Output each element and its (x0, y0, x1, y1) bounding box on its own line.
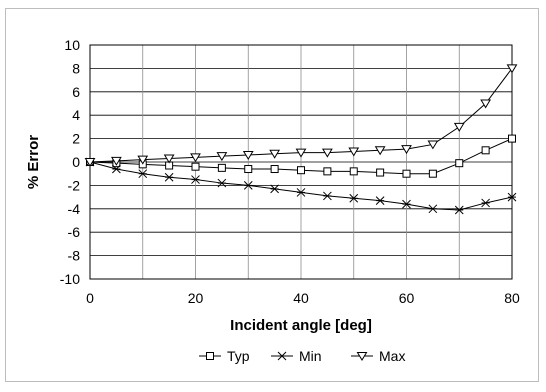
data-point-max (374, 146, 386, 156)
y-tick-label: 6 (72, 84, 80, 100)
y-tick-label: 8 (72, 60, 80, 76)
grid-layer (90, 44, 512, 280)
y-tick-label: 2 (72, 131, 80, 147)
data-point-max (110, 156, 122, 166)
data-point-max (84, 158, 96, 167)
series-max (84, 64, 518, 167)
data-point-min (217, 178, 227, 188)
legend-marker (206, 352, 214, 360)
data-point-typ (349, 167, 358, 176)
legend-item-min: Min (271, 348, 322, 364)
data-point-max (427, 140, 439, 150)
data-point-min (191, 175, 200, 184)
data-point-min (481, 198, 490, 208)
x-tick-label: 0 (86, 290, 94, 306)
data-point-min (270, 184, 279, 194)
y-tick-label: -4 (68, 201, 81, 217)
x-tick-label: 60 (399, 290, 415, 306)
data-point-max (453, 122, 465, 132)
data-point-min (402, 199, 411, 209)
data-point-min (138, 169, 148, 179)
data-point-min (112, 164, 121, 174)
legend-item-max: Max (351, 348, 405, 364)
y-tick-label: 0 (72, 154, 80, 170)
y-tick-label: 10 (64, 37, 80, 53)
legend-label: Min (299, 348, 322, 364)
data-point-typ (270, 165, 279, 174)
y-tick-label: -2 (68, 177, 81, 193)
legend-item-typ: Typ (199, 348, 250, 364)
data-point-max (216, 152, 228, 162)
data-point-min (375, 196, 385, 205)
y-tick-label: -10 (60, 271, 80, 287)
data-point-max (269, 149, 281, 159)
chart-frame (5, 8, 539, 382)
data-point-typ (323, 167, 332, 176)
data-point-typ (217, 163, 226, 172)
data-point-min (454, 205, 464, 215)
data-point-max (348, 147, 360, 157)
x-axis-title: Incident angle [deg] (230, 317, 372, 334)
legend-label: Max (379, 348, 405, 364)
legend-label: Typ (227, 348, 250, 364)
data-point-max (401, 145, 412, 155)
legend-marker (356, 352, 368, 361)
data-point-min (243, 181, 253, 190)
data-point-max (137, 155, 149, 165)
data-point-max (506, 64, 518, 74)
data-point-max (163, 154, 175, 164)
data-point-min (296, 188, 306, 197)
data-point-min (428, 204, 438, 214)
data-point-min (507, 192, 517, 202)
data-point-typ (455, 159, 464, 168)
series-layer (84, 64, 518, 215)
data-point-typ (428, 169, 437, 178)
y-tick-label: -6 (68, 224, 81, 240)
legend: Typ Min Max (199, 348, 405, 364)
data-point-typ (508, 134, 516, 143)
data-point-max (242, 150, 254, 160)
data-point-typ (402, 169, 411, 178)
x-tick-label: 20 (188, 290, 204, 306)
series-min (85, 157, 517, 215)
x-tick-label: 40 (293, 290, 309, 306)
legend-marker (277, 351, 287, 361)
y-axis-title: % Error (25, 135, 42, 189)
data-point-max (480, 99, 492, 109)
data-point-min (164, 172, 174, 182)
data-point-typ (244, 165, 253, 174)
data-point-min (349, 193, 359, 203)
data-point-min (323, 191, 332, 201)
data-point-typ (191, 162, 200, 171)
x-tick-label: 80 (504, 290, 520, 306)
data-point-max (321, 148, 333, 158)
data-point-max (190, 153, 201, 163)
y-tick-label: -8 (68, 248, 81, 264)
data-point-typ (297, 166, 305, 175)
y-tick-label: 4 (72, 107, 80, 123)
data-point-max (295, 148, 307, 158)
data-point-typ (376, 168, 385, 177)
data-point-typ (481, 146, 490, 155)
